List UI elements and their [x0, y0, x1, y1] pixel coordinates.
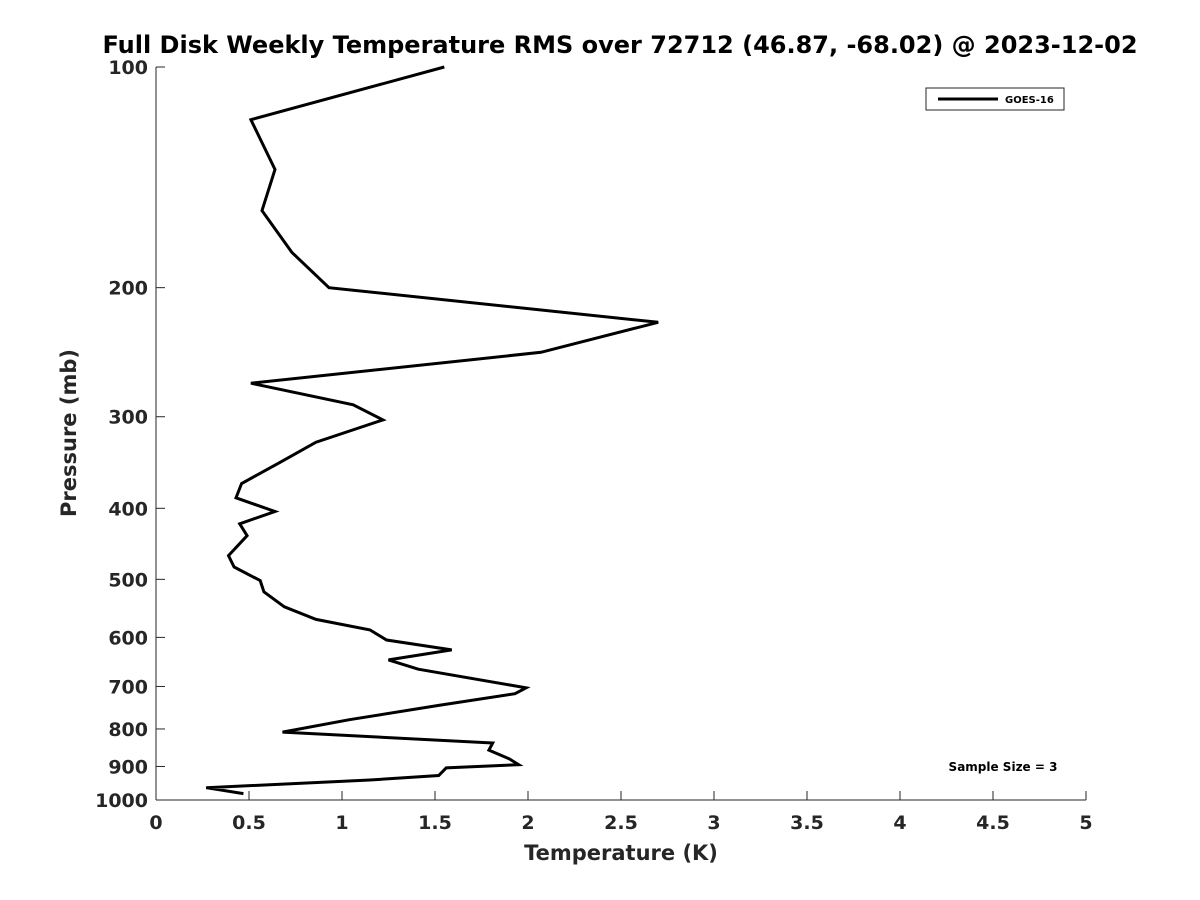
x-tick-label: 3.5: [790, 812, 824, 834]
y-tick-label: 400: [108, 498, 148, 520]
y-tick-label: 700: [108, 676, 148, 698]
x-tick-label: 2.5: [604, 812, 638, 834]
y-tick-label: 500: [108, 569, 148, 591]
sample-size-annotation: Sample Size = 3: [949, 760, 1058, 774]
y-tick-label: 300: [108, 407, 148, 429]
series-line-goes-16: [205, 65, 659, 796]
y-tick-label: 600: [108, 627, 148, 649]
y-axis-label: Pressure (mb): [57, 349, 81, 517]
x-tick-label: 2: [521, 812, 534, 834]
x-tick-label: 4.5: [976, 812, 1010, 834]
x-tick-label: 1: [335, 812, 348, 834]
x-tick-label: 3: [707, 812, 720, 834]
chart-title: Full Disk Weekly Temperature RMS over 72…: [102, 31, 1137, 59]
x-tick-label: 1.5: [418, 812, 452, 834]
y-tick-label: 200: [108, 278, 148, 300]
x-tick-label: 0.5: [232, 812, 266, 834]
plot-area: 0 0.5 1 1.5 2 2.5 3 3.5 4 4.5 5 100 200 300 400 500 600…: [95, 57, 1093, 834]
y-tick-label: 1000: [95, 790, 148, 812]
legend: GOES-16: [925, 87, 1065, 111]
legend-label: GOES-16: [1005, 95, 1054, 106]
x-tick-label: 4: [893, 812, 906, 834]
x-axis-label: Temperature (K): [524, 841, 718, 865]
y-tick-label: 900: [108, 756, 148, 778]
y-tick-label: 800: [108, 719, 148, 741]
x-tick-label: 5: [1079, 812, 1092, 834]
series-layer: [205, 65, 659, 796]
y-tick-label: 100: [108, 57, 148, 79]
x-tick-label: 0: [149, 812, 162, 834]
y-axis-ticks: 100 200 300 400 500 600 700 800 900 1000: [95, 57, 165, 812]
x-axis-ticks: 0 0.5 1 1.5 2 2.5 3 3.5 4 4.5 5: [149, 791, 1093, 834]
